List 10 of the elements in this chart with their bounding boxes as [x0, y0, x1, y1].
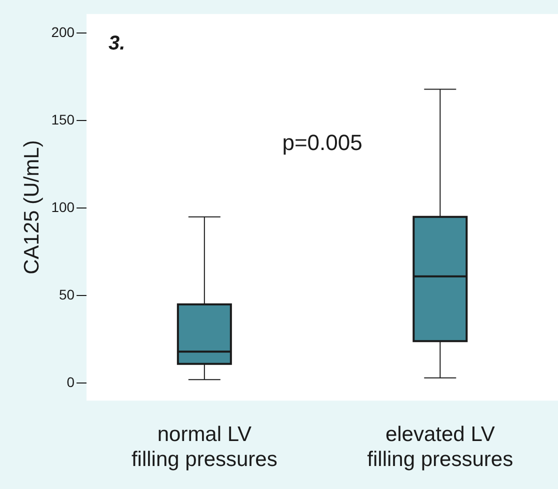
y-tick-label: 50	[58, 286, 75, 302]
text: 3.	[108, 32, 126, 55]
x-tick-label: normal LV filling pressures	[131, 422, 278, 472]
y-tick-label: 0	[66, 374, 75, 390]
y-tick-label: 150	[51, 112, 75, 128]
y-tick-label: 200	[51, 24, 75, 40]
y-axis-title: CA125 (U/mL)	[20, 140, 44, 274]
x-tick-label: elevated LV filling pressures	[367, 422, 514, 472]
annotation: p=0.005	[282, 130, 362, 156]
y-tick-label: 100	[51, 199, 75, 216]
